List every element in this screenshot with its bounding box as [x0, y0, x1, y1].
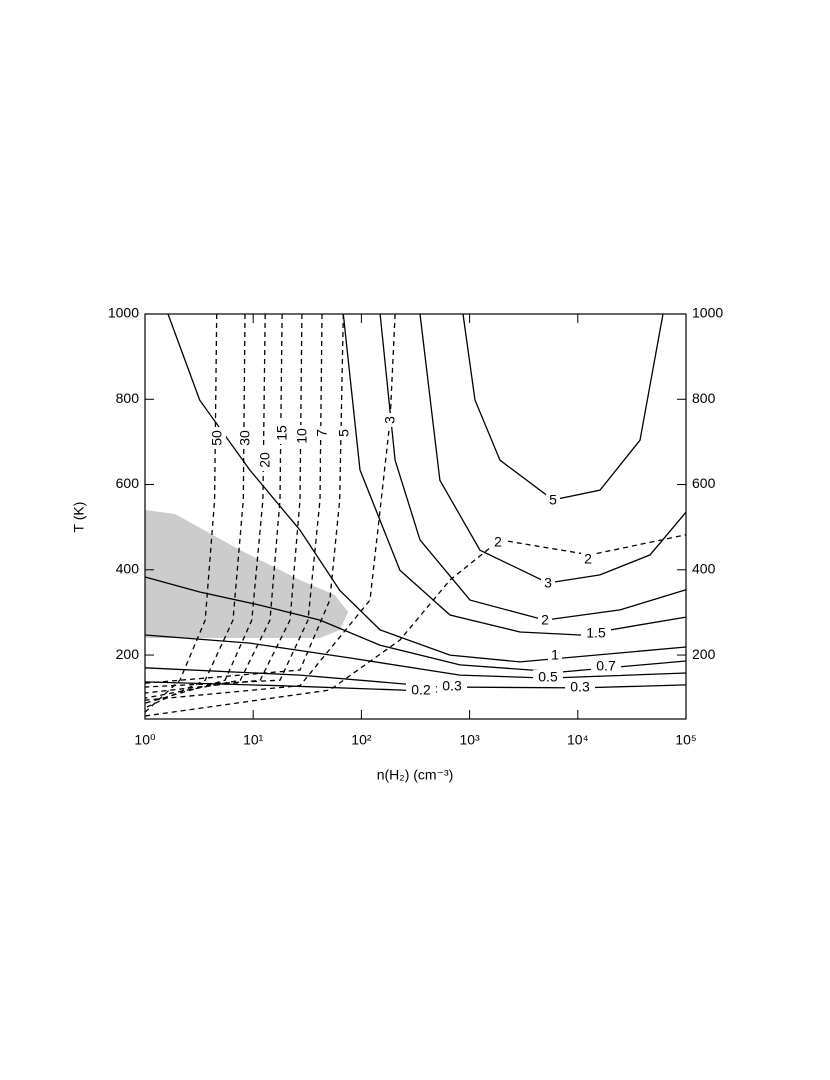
- contour-label: 1.5: [586, 625, 606, 641]
- label-background: [315, 426, 331, 440]
- y-tick-label: 600: [692, 475, 716, 491]
- x-tick-label: 10⁴: [567, 732, 589, 748]
- y-tick-label: 800: [692, 390, 716, 406]
- shaded-region: [145, 510, 348, 638]
- y-tick-label: 800: [116, 390, 140, 406]
- contour-label: 0.3: [570, 679, 590, 695]
- contour-line: [144, 313, 303, 694]
- y-tick-label: 1000: [692, 305, 723, 321]
- contours: [144, 313, 687, 717]
- label-background: [337, 426, 353, 440]
- x-axis-title: n(H₂) (cm⁻³): [377, 767, 454, 783]
- contour-label: 7: [314, 429, 330, 437]
- contour-line: [342, 313, 687, 636]
- contour-line: [144, 313, 266, 704]
- y-tick-label: 400: [116, 560, 140, 576]
- label-background: [538, 613, 552, 629]
- contour-line: [419, 313, 687, 584]
- contour-line: [144, 313, 218, 713]
- contour-line: [144, 313, 396, 701]
- contour-label: 50: [209, 430, 225, 446]
- contour-line: [144, 313, 323, 688]
- contour-label: 5: [336, 429, 352, 437]
- label-background: [548, 648, 562, 664]
- label-background: [546, 493, 560, 509]
- contour-label: 20: [257, 452, 273, 468]
- contour-label: 10: [294, 428, 310, 444]
- label-background: [565, 680, 595, 696]
- contour-label: 5: [549, 492, 557, 508]
- contour-label: 2: [584, 551, 592, 567]
- x-tick-label: 10⁰: [134, 732, 156, 748]
- contour-label: 3: [544, 575, 552, 591]
- label-background: [591, 659, 621, 675]
- label-background: [383, 413, 399, 427]
- contour-label: 2: [494, 534, 502, 550]
- contour-label: 15: [274, 425, 290, 441]
- label-background: [437, 679, 467, 695]
- plot-frame: [144, 313, 687, 720]
- contour-label: 0.2: [411, 682, 431, 698]
- y-tick-label: 200: [116, 646, 140, 662]
- contour-label: 0.3: [442, 678, 462, 694]
- y-tick-label: 600: [116, 475, 140, 491]
- contour-line: [144, 313, 344, 684]
- label-background: [210, 427, 226, 449]
- x-tick-label: 10³: [459, 732, 480, 748]
- label-background: [275, 422, 291, 444]
- contour-line: [144, 634, 687, 679]
- label-background: [541, 576, 555, 592]
- x-tick-label: 10²: [351, 732, 372, 748]
- y-axis-title: T (K): [71, 502, 87, 533]
- contour-label: 3: [382, 416, 398, 424]
- label-background: [295, 425, 311, 447]
- contour-label: 0.7: [596, 658, 616, 674]
- y-tick-label: 200: [692, 646, 716, 662]
- contour-line: [167, 313, 687, 663]
- label-background: [406, 683, 436, 699]
- contour-label: 30: [237, 430, 253, 446]
- label-background: [258, 449, 274, 471]
- x-tick-label: 10⁵: [675, 732, 696, 748]
- contour-label: 0.5: [538, 669, 558, 685]
- contour-line: [379, 313, 687, 621]
- contour-label: 1: [551, 647, 559, 663]
- label-background: [581, 552, 595, 568]
- contour-line: [462, 313, 664, 501]
- y-tick-label: 1000: [108, 305, 139, 321]
- label-background: [238, 427, 254, 449]
- label-background: [533, 670, 563, 686]
- contour-line: [144, 313, 246, 709]
- x-tick-label: 10¹: [243, 732, 264, 748]
- label-background: [581, 626, 611, 642]
- contour-label: 2: [541, 612, 549, 628]
- label-background: [491, 535, 505, 551]
- y-tick-label: 400: [692, 560, 716, 576]
